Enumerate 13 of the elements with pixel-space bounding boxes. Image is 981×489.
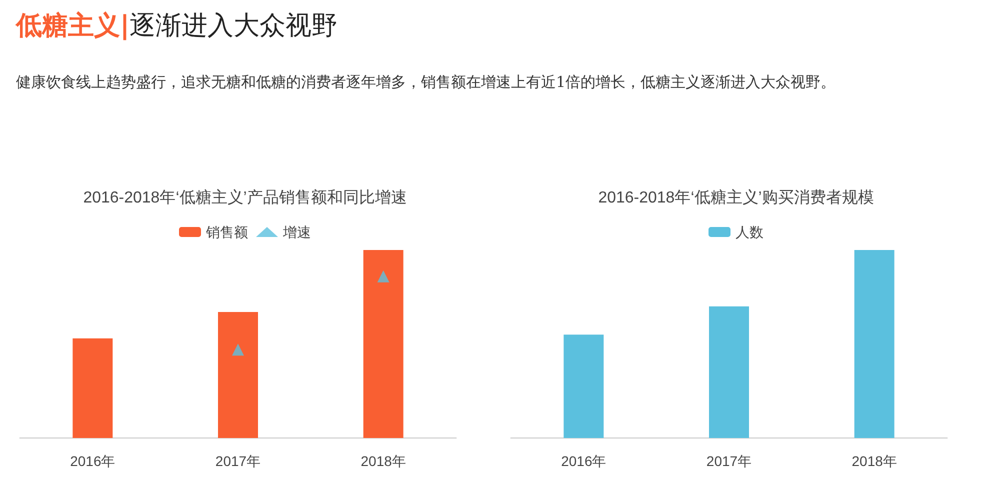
x-tick-label: 2016年 (70, 453, 116, 469)
chart-title: 2016-2018年‘低糖主义’购买消费者规模 (598, 188, 874, 206)
text: 低糖主义|逐渐进入大众视野 (16, 10, 338, 43)
x-tick-label: 2017年 (706, 453, 752, 469)
x-tick-label: 2016年 (561, 453, 606, 469)
legend-label: 增速 (282, 224, 311, 240)
x-tick-label: 2018年 (360, 453, 406, 469)
chart-title: 2016-2018年‘低糖主义’产品销售额和同比增速 (83, 188, 407, 206)
text: 健康饮食线上趋势盛行，追求无糖和低糖的消费者逐年增多，销售额在增速上有近1倍的增长，低糖主义逐渐进入大众视野。 (16, 72, 837, 93)
x-tick-label: 2017年 (215, 453, 261, 469)
x-tick-label: 2018年 (852, 453, 897, 469)
legend-label: 人数 (736, 224, 764, 240)
legend-label: 销售额 (205, 224, 248, 240)
